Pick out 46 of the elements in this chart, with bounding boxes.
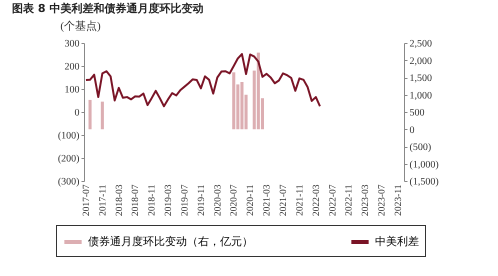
x-tick-label: 2023-03 <box>361 184 372 216</box>
bar <box>88 100 92 130</box>
y2-tick-label: 500 <box>410 108 424 118</box>
x-tick-label: 2018-11 <box>148 184 158 216</box>
x-tick-label: 2023-07 <box>378 184 388 216</box>
y2-tick-label: 2,000 <box>410 56 432 67</box>
y-tick-label: (100) <box>58 130 80 142</box>
chart-title: 图表 8 中美利差和债券通月度环比变动 <box>12 2 204 15</box>
legend-label: 中美利差 <box>375 235 419 248</box>
y-tick-label: (200) <box>58 154 80 164</box>
x-tick-label: 2017-11 <box>98 184 108 216</box>
x-tick-label: 2023-11 <box>394 184 404 216</box>
y2-tick-label: 1,000 <box>410 90 432 102</box>
x-tick-label: 2022-11 <box>344 184 355 216</box>
bar <box>100 102 104 130</box>
x-tick-label: 2019-03 <box>164 184 174 216</box>
x-tick-label: 2018-03 <box>114 184 125 216</box>
y-tick-label: 100 <box>64 84 80 96</box>
y2-tick-label: 2,500 <box>410 38 432 50</box>
y-tick-label: 0 <box>74 108 80 118</box>
bar <box>232 72 236 130</box>
y2-tick-label: (500) <box>410 142 432 153</box>
x-tick-label: 2021-07 <box>279 184 289 216</box>
line-series <box>84 53 321 108</box>
y-tick-label: (300) <box>58 176 80 188</box>
x-tick-label: 2022-07 <box>328 184 338 216</box>
y2-tick-label: 1,500 <box>410 73 432 84</box>
y2-tick-label: 0 <box>410 124 414 136</box>
x-tick-label: 2018-07 <box>131 184 142 216</box>
y-axis-title: (个基点) <box>60 20 101 32</box>
y2-tick-label: (1,500) <box>410 176 439 188</box>
x-tick-label: 2020-03 <box>213 184 224 216</box>
bar <box>240 82 244 130</box>
y2-tick-label: (1,000) <box>410 159 439 170</box>
x-tick-label: 2021-03 <box>262 184 273 216</box>
x-tick-label: 2020-07 <box>230 184 240 216</box>
y-tick-label: 300 <box>64 38 80 50</box>
bar <box>256 52 260 130</box>
x-tick-label: 2019-07 <box>180 184 190 216</box>
x-tick-label: 2020-11 <box>246 184 256 216</box>
y-tick-label: 200 <box>64 62 80 72</box>
legend-label: 债券通月度环比变动（右，亿元） <box>88 235 253 248</box>
x-tick-label: 2019-11 <box>196 184 207 216</box>
x-tick-label: 2017-07 <box>82 184 92 216</box>
x-tick-label: 2022-03 <box>312 184 322 216</box>
x-tick-label: 2021-11 <box>295 184 306 216</box>
